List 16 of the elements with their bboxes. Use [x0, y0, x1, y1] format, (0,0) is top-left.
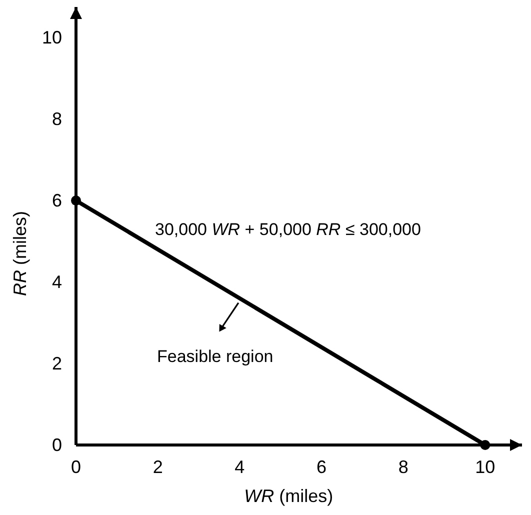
y-tick-label: 2: [52, 354, 62, 374]
y-tick-label: 10: [42, 28, 62, 48]
y-tick-label: 8: [52, 109, 62, 130]
annotation: 30,000 WR + 50,000 RR ≤ 300,000: [155, 220, 421, 238]
x-tick-label: 0: [70, 457, 82, 477]
x-tick-label: 2: [152, 457, 163, 477]
x-axis-title: WR (miles): [244, 486, 334, 506]
annotation: Feasible region: [157, 346, 274, 366]
x-tick-label: 4: [234, 457, 245, 477]
y-tick-label: 0: [52, 435, 62, 455]
x-tick-label: 6: [316, 457, 327, 477]
y-axis-title: RR (miles): [10, 211, 30, 296]
y-tick-label: 4: [52, 272, 62, 292]
x-tick-label: 8: [398, 457, 408, 477]
y-tick-label: 6: [52, 190, 62, 211]
x-tick-label: 10: [475, 457, 496, 477]
